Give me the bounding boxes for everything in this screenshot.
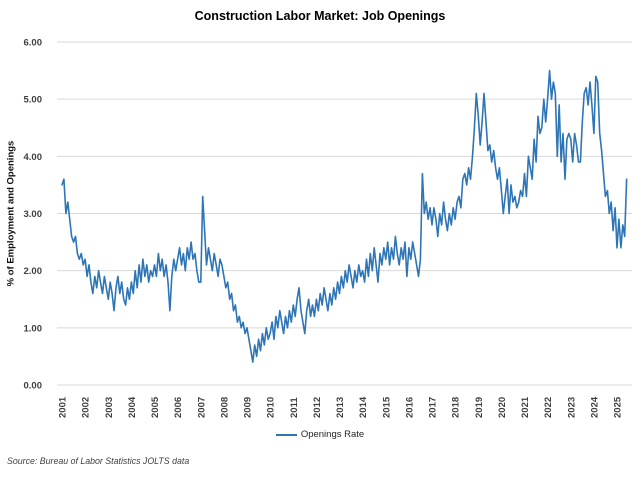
y-tick-label: 1.00	[24, 323, 43, 334]
x-tick-label: 2017	[428, 397, 439, 418]
x-tick-label: 2018	[451, 397, 462, 418]
chart-title: Construction Labor Market: Job Openings	[194, 9, 446, 23]
y-tick-label: 5.00	[24, 95, 43, 106]
y-tick-label: 6.00	[24, 38, 43, 49]
y-tick-label: 0.00	[24, 381, 43, 392]
x-tick-label: 2025	[613, 396, 624, 418]
x-tick-label: 2005	[150, 396, 161, 418]
x-tick-label: 2003	[104, 397, 115, 418]
openings-rate-line	[61, 69, 628, 363]
x-tick-label: 2001	[58, 396, 69, 418]
legend: Openings Rate	[0, 429, 640, 440]
x-tick-label: 2012	[312, 397, 323, 418]
x-tick-label: 2008	[219, 397, 230, 418]
y-tick-label: 4.00	[24, 152, 43, 163]
y-tick-label: 2.00	[24, 266, 43, 277]
y-tick-label: 3.00	[24, 209, 43, 220]
x-tick-label: 2023	[566, 397, 577, 418]
x-tick-label: 2019	[474, 397, 485, 418]
x-tick-label: 2016	[404, 397, 415, 418]
x-tick-label: 2021	[520, 396, 531, 418]
x-tick-label: 2002	[81, 397, 92, 418]
x-tick-label: 2010	[266, 397, 277, 418]
x-tick-label: 2006	[173, 397, 184, 418]
x-tick-label: 2020	[497, 397, 508, 418]
x-tick-label: 2015	[381, 396, 392, 418]
x-tick-label: 2024	[589, 396, 600, 418]
x-tick-label: 2022	[543, 397, 554, 418]
legend-label: Openings Rate	[300, 429, 365, 440]
legend-line-swatch	[275, 433, 297, 436]
x-tick-label: 2011	[289, 397, 300, 418]
source-note: Source: Bureau of Labor Statistics JOLTS…	[7, 456, 190, 466]
x-tick-label: 2009	[243, 397, 254, 418]
x-tick-label: 2004	[127, 396, 138, 418]
x-tick-label: 2007	[196, 397, 207, 418]
x-tick-label: 2014	[358, 396, 369, 418]
x-tick-label: 2013	[335, 397, 346, 418]
